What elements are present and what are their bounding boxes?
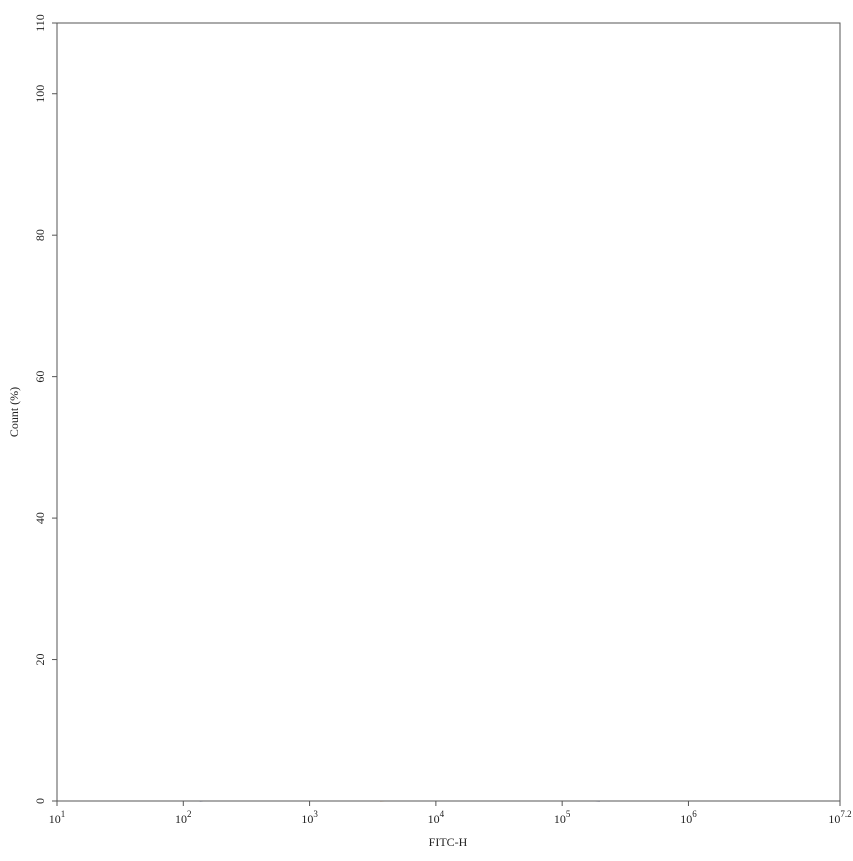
x-axis-label: FITC-H	[429, 835, 468, 849]
y-tick-label: 0	[33, 798, 47, 804]
y-tick-label: 20	[33, 654, 47, 666]
y-tick-label: 100	[33, 85, 47, 103]
x-tick-label: 101	[49, 809, 66, 826]
y-axis-label: Count (%)	[7, 387, 21, 437]
y-tick-label: 110	[33, 14, 47, 32]
x-tick-label: 106	[680, 809, 697, 826]
x-tick-label: 103	[301, 809, 318, 826]
x-tick-label: 102	[175, 809, 192, 826]
y-tick-label: 40	[33, 512, 47, 524]
y-tick-label: 60	[33, 371, 47, 383]
x-tick-label: 107.2	[828, 809, 851, 826]
y-tick-label: 80	[33, 229, 47, 241]
x-tick-label: 105	[554, 809, 571, 826]
x-tick-label: 104	[428, 809, 445, 826]
plot-frame	[56, 22, 841, 802]
